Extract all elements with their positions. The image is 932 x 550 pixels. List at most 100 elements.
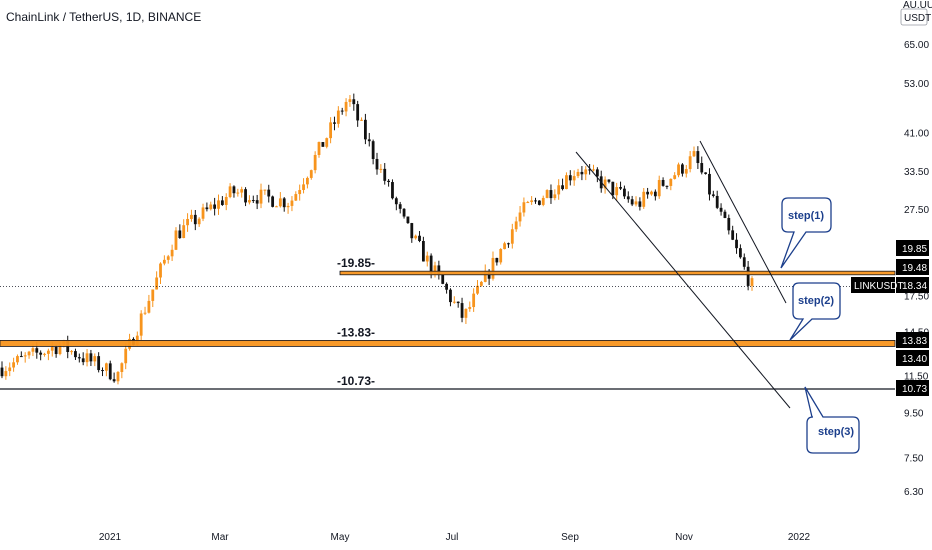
candle-body: [472, 293, 476, 308]
trendlines-layer: [575, 140, 791, 409]
candle-body: [240, 189, 244, 193]
candle-body: [549, 190, 553, 199]
candle-body: [541, 197, 545, 205]
callout-step2-label: step(2): [798, 295, 834, 307]
candle-body: [317, 142, 321, 155]
y-tick-label: 6.30: [904, 487, 924, 498]
candle-body: [159, 263, 162, 278]
candle-body: [205, 207, 209, 210]
candle-body: [460, 303, 464, 318]
candle-body: [650, 191, 653, 195]
candle-body: [421, 241, 425, 262]
callout-step3[interactable]: step(3): [804, 386, 860, 454]
price-tag: 13.83: [896, 332, 929, 348]
candle-body: [530, 200, 534, 203]
candle-body: [248, 200, 251, 203]
candle-body: [568, 175, 572, 181]
candle-body: [491, 257, 495, 279]
candle-body: [425, 255, 429, 262]
candle-body: [27, 351, 31, 356]
candle-body: [193, 214, 197, 225]
candle-body: [534, 200, 537, 202]
y-tick-label: 27.50: [904, 205, 929, 216]
candle-body: [661, 179, 665, 186]
candle-body: [54, 346, 58, 355]
candle-body: [162, 259, 166, 264]
candle-body: [155, 277, 159, 290]
callout-step2[interactable]: step(2): [789, 282, 841, 341]
candle-body: [692, 151, 696, 157]
candle-body: [727, 217, 731, 231]
candle-body: [476, 285, 479, 294]
candle-body: [503, 243, 506, 250]
currency-label: USDT: [904, 13, 931, 24]
candle-body: [166, 256, 170, 260]
candle-body: [139, 313, 143, 336]
candle-body: [391, 182, 394, 199]
candle-body: [190, 214, 193, 219]
candle-body: [201, 207, 205, 219]
x-tick-label: 2022: [788, 532, 811, 543]
candle-body: [120, 363, 124, 373]
price-tag: 10.73: [896, 380, 929, 396]
candle-body: [653, 191, 657, 197]
candle-body: [74, 351, 77, 358]
trendline-1: [575, 151, 791, 409]
candle-body: [398, 204, 402, 209]
candle-body: [4, 371, 8, 377]
candle-body: [286, 205, 290, 208]
candle-body: [746, 266, 750, 286]
candles-layer: [0, 93, 754, 385]
candle-body: [340, 110, 344, 112]
candle-body: [584, 169, 588, 175]
candle-body: [565, 175, 568, 190]
candle-body: [429, 255, 433, 274]
candle-body: [329, 122, 333, 139]
candle-body: [290, 200, 294, 206]
candle-body: [367, 139, 371, 142]
candle-body: [638, 201, 642, 207]
candle-body: [518, 212, 522, 222]
candle-body: [580, 171, 584, 175]
candle-body: [626, 196, 630, 200]
candle-body: [217, 200, 220, 209]
candle-body: [232, 186, 236, 194]
x-tick-label: Nov: [675, 532, 693, 543]
candle-body: [170, 249, 174, 257]
y-tick-label: 7.50: [904, 454, 924, 465]
candle-body: [522, 202, 526, 213]
candle-body: [588, 169, 592, 171]
candle-body: [406, 216, 410, 224]
currency-label-top: AU.UU: [903, 0, 932, 11]
candle-body: [364, 119, 367, 140]
candle-body: [224, 196, 228, 205]
candle-body: [124, 348, 128, 364]
candle-body: [514, 221, 518, 230]
candle-body: [449, 289, 452, 303]
candle-body: [58, 345, 62, 355]
candle-body: [298, 189, 302, 195]
candle-body: [669, 178, 673, 186]
candle-body: [35, 348, 39, 353]
candle-body: [696, 151, 700, 164]
candle-body: [77, 357, 81, 359]
time-axis: 2021 Mar May Jul Sep Nov 2022: [99, 532, 811, 543]
candle-body: [630, 199, 634, 205]
y-tick-label: 11.50: [904, 372, 929, 383]
candle-body: [275, 206, 278, 208]
price-tag: 13.40: [896, 350, 929, 366]
candle-body: [186, 218, 189, 226]
candle-body: [23, 355, 27, 357]
candle-body: [31, 348, 35, 352]
callout-step1[interactable]: step(1): [780, 197, 832, 269]
levels-layer: -19.85- -13.83- -10.73-: [0, 256, 896, 390]
candle-body: [112, 379, 116, 382]
candle-body: [665, 185, 669, 187]
candle-body: [642, 191, 646, 207]
candle-body: [677, 164, 680, 176]
candle-body: [603, 179, 607, 189]
candle-body: [197, 218, 201, 225]
candle-body: [325, 138, 329, 147]
